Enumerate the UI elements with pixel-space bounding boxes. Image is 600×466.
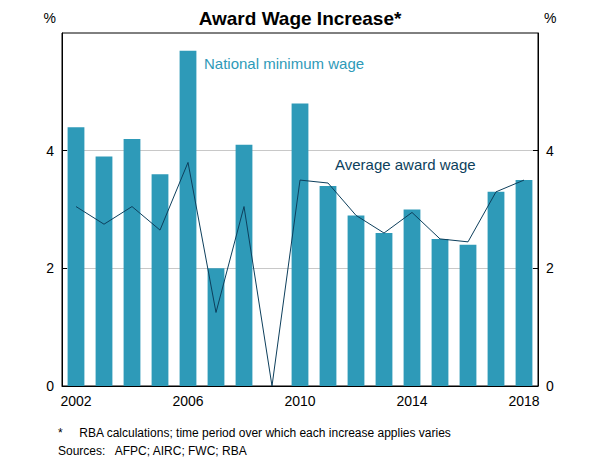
- svg-text:2: 2: [46, 260, 54, 276]
- svg-text:0: 0: [46, 378, 54, 394]
- svg-text:Sources: AFPC; AIRC; FWC; RB: Sources: AFPC; AIRC; FWC; RBA: [58, 444, 247, 458]
- svg-text:Award Wage Increase*: Award Wage Increase*: [199, 8, 402, 29]
- svg-text:* RBA calculations; time p: * RBA calculations; time period over whi…: [58, 426, 451, 440]
- svg-text:%: %: [44, 10, 56, 26]
- svg-text:2006: 2006: [172, 393, 203, 409]
- svg-text:4: 4: [46, 143, 54, 159]
- svg-text:Average award wage: Average award wage: [335, 156, 476, 173]
- svg-text:4: 4: [546, 143, 554, 159]
- svg-text:2018: 2018: [508, 393, 539, 409]
- svg-text:2014: 2014: [396, 393, 427, 409]
- svg-text:2002: 2002: [60, 393, 91, 409]
- svg-text:2: 2: [546, 260, 554, 276]
- svg-text:0: 0: [546, 378, 554, 394]
- svg-text:%: %: [544, 10, 556, 26]
- svg-text:2010: 2010: [284, 393, 315, 409]
- svg-text:National minimum wage: National minimum wage: [204, 55, 364, 72]
